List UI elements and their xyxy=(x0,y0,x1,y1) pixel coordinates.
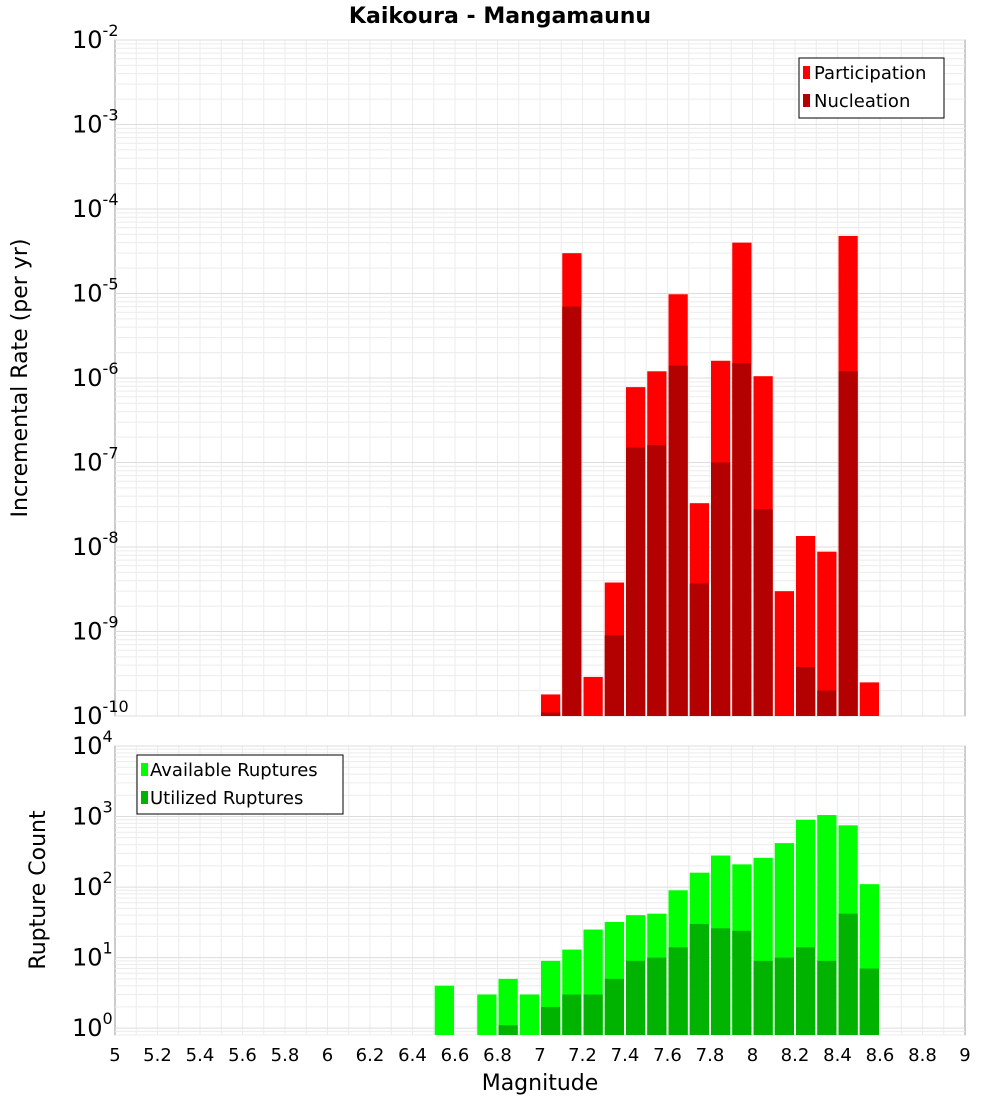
rate-bar-nucleation xyxy=(626,447,646,716)
legend-swatch-utilized xyxy=(141,791,148,804)
rate-bar-participation xyxy=(541,694,561,716)
rate-y-ticks: 10-10 10-9 10-8 10-7 10-6 10-5 10-4 10-3 10-2 xyxy=(72,21,129,730)
count-bar-utilized-ruptures xyxy=(817,960,837,1035)
count-y-ticks: 100 101 102 103 104 xyxy=(72,727,113,1042)
count-bar-utilized-ruptures xyxy=(562,994,582,1035)
rate-y-tick-label: 10-10 xyxy=(72,697,129,730)
rate-y-tick-label: 10-2 xyxy=(72,21,119,54)
count-bar-utilized-ruptures xyxy=(604,978,624,1035)
legend-swatch-nucleation xyxy=(803,94,810,107)
x-tick-label: 8 xyxy=(747,1045,758,1066)
count-bar-utilized-ruptures xyxy=(753,960,773,1035)
count-bar-utilized-ruptures xyxy=(796,947,816,1035)
count-y-tick-label: 100 xyxy=(72,1009,113,1042)
x-tick-label: 7 xyxy=(534,1045,545,1066)
rate-bar-participation xyxy=(859,682,879,716)
x-tick-label: 5.4 xyxy=(186,1045,215,1066)
count-y-tick-label: 101 xyxy=(72,939,113,972)
legend-label-participation: Participation xyxy=(814,63,926,84)
rate-grid xyxy=(115,39,965,717)
rate-y-tick-label: 10-7 xyxy=(72,444,119,477)
x-ticks: 5 5.2 5.4 5.6 5.8 6 6.2 6.4 6.6 6.8 7 7.2 7.4 7.6 7.8 8… xyxy=(109,1045,970,1066)
rate-y-tick-label: 10-3 xyxy=(72,106,119,139)
x-tick-label: 7.6 xyxy=(653,1045,682,1066)
count-bar-utilized-ruptures xyxy=(711,928,731,1035)
count-y-tick-label: 104 xyxy=(72,727,113,760)
count-bar-available-ruptures xyxy=(519,994,539,1035)
count-bar-utilized-ruptures xyxy=(541,1006,561,1035)
x-tick-label: 5.6 xyxy=(228,1045,257,1066)
rate-bar-nucleation xyxy=(541,712,561,716)
x-tick-label: 8.8 xyxy=(908,1045,937,1066)
rate-legend: Participation Nucleation xyxy=(798,57,945,119)
x-axis-label: Magnitude xyxy=(482,1071,599,1096)
rate-bar-nucleation xyxy=(689,583,709,716)
count-bar-utilized-ruptures xyxy=(626,960,646,1035)
rate-bar-nucleation xyxy=(562,306,582,716)
rate-y-tick-label: 10-8 xyxy=(72,528,119,561)
count-bar-utilized-ruptures xyxy=(838,913,858,1035)
rate-bar-nucleation xyxy=(647,445,667,716)
rate-legend-box xyxy=(798,57,945,119)
rate-bar-participation xyxy=(817,551,837,716)
chart-title: Kaikoura - Mangamaunu xyxy=(349,4,651,29)
rate-bar-nucleation xyxy=(668,365,688,716)
rate-bar-nucleation xyxy=(817,690,837,716)
count-bar-utilized-ruptures xyxy=(668,947,688,1035)
x-tick-label: 5.8 xyxy=(271,1045,300,1066)
x-tick-label: 6.2 xyxy=(356,1045,385,1066)
rate-panel: 10-10 10-9 10-8 10-7 10-6 10-5 10-4 10-3 10-2 In… xyxy=(8,21,966,730)
x-tick-label: 9 xyxy=(959,1045,970,1066)
x-tick-label: 6.6 xyxy=(441,1045,470,1066)
x-tick-label: 5 xyxy=(109,1045,120,1066)
rate-bar-nucleation xyxy=(838,371,858,716)
rate-bar-participation xyxy=(774,591,794,716)
count-bar-utilized-ruptures xyxy=(583,994,603,1035)
x-tick-label: 7.8 xyxy=(696,1045,725,1066)
x-tick-label: 5.2 xyxy=(143,1045,172,1066)
legend-swatch-participation xyxy=(803,66,810,79)
legend-swatch-available xyxy=(141,763,148,776)
rate-y-tick-label: 10-9 xyxy=(72,613,119,646)
count-bar-utilized-ruptures xyxy=(647,957,667,1035)
rate-y-axis-label: Incremental Rate (per yr) xyxy=(8,239,33,518)
count-bar-available-ruptures xyxy=(498,978,518,1035)
legend-label-nucleation: Nucleation xyxy=(814,91,910,112)
rate-bar-nucleation xyxy=(711,462,731,716)
x-tick-label: 6 xyxy=(322,1045,333,1066)
count-bars xyxy=(434,815,879,1035)
x-tick-label: 6.8 xyxy=(483,1045,512,1066)
count-bar-utilized-ruptures xyxy=(774,957,794,1035)
x-tick-label: 8.2 xyxy=(781,1045,810,1066)
rate-bars xyxy=(541,235,879,717)
count-bar-available-ruptures xyxy=(477,994,497,1035)
count-y-axis-label: Rupture Count xyxy=(26,810,51,970)
x-tick-label: 8.4 xyxy=(823,1045,852,1066)
count-bar-utilized-ruptures xyxy=(859,968,879,1035)
count-bar-utilized-ruptures xyxy=(689,923,709,1035)
rate-bar-nucleation xyxy=(732,363,752,716)
rate-bar-nucleation xyxy=(604,635,624,716)
count-bar-utilized-ruptures xyxy=(732,930,752,1035)
rate-bar-participation xyxy=(583,676,603,716)
x-tick-label: 7.2 xyxy=(568,1045,597,1066)
count-y-tick-label: 103 xyxy=(72,798,113,831)
count-legend-box xyxy=(136,754,344,815)
count-bar-available-ruptures xyxy=(434,985,454,1035)
rate-y-tick-label: 10-6 xyxy=(72,359,119,392)
x-tick-label: 6.4 xyxy=(398,1045,427,1066)
count-y-tick-label: 102 xyxy=(72,868,113,901)
count-panel: 100 101 102 103 104 5 5.2 5.4 5.6 5.8 6 6.2 6.4 6.6 6… xyxy=(26,727,971,1096)
legend-label-available: Available Ruptures xyxy=(150,760,318,781)
rate-y-tick-label: 10-4 xyxy=(72,190,119,223)
count-legend: Available Ruptures Utilized Ruptures xyxy=(136,754,344,815)
legend-label-utilized: Utilized Ruptures xyxy=(150,788,303,809)
rate-y-tick-label: 10-5 xyxy=(72,275,119,308)
x-tick-label: 8.6 xyxy=(866,1045,895,1066)
x-tick-label: 7.4 xyxy=(611,1045,640,1066)
rate-bar-nucleation xyxy=(753,509,773,716)
rate-bar-nucleation xyxy=(796,667,816,716)
count-bar-utilized-ruptures xyxy=(498,1025,518,1035)
